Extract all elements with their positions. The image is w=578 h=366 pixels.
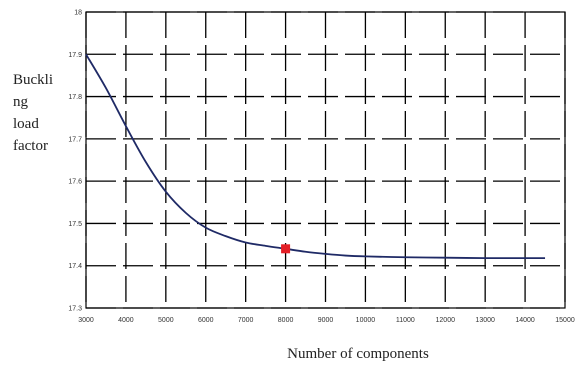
y-tick-label: 17.8 — [68, 94, 82, 101]
x-tick-label: 15000 — [555, 317, 575, 324]
x-tick-label: 9000 — [318, 317, 334, 324]
y-tick-label: 17.4 — [68, 263, 82, 270]
y-axis-ticks: 17.3 17.4 17.5 17.6 17.7 17.8 17.9 18 — [68, 10, 82, 313]
x-tick-label: 10000 — [356, 317, 376, 324]
x-tick-label: 7000 — [238, 317, 254, 324]
y-tick-label: 17.3 — [68, 306, 82, 313]
x-tick-label: 3000 — [78, 317, 94, 324]
x-axis-label: Number of components — [287, 346, 429, 362]
x-tick-label: 8000 — [278, 317, 294, 324]
y-tick-label: 17.6 — [68, 179, 82, 186]
x-axis-ticks: 3000 4000 5000 6000 7000 8000 9000 10000 11000 12… — [78, 317, 575, 324]
y-tick-label: 18 — [74, 10, 82, 17]
x-tick-label: 11000 — [396, 317, 415, 324]
series-line — [85, 53, 546, 260]
grid — [85, 11, 566, 309]
x-tick-label: 6000 — [198, 317, 214, 324]
y-axis-label-line: load — [13, 116, 39, 132]
plot-frame — [85, 11, 566, 309]
x-tick-label: 5000 — [158, 317, 174, 324]
y-tick-label: 17.9 — [68, 52, 82, 59]
highlight-point-marker — [281, 244, 291, 254]
y-axis-label-line: ng — [13, 94, 29, 110]
y-tick-label: 17.5 — [68, 221, 82, 228]
x-tick-label: 12000 — [436, 317, 456, 324]
y-axis-label-line: factor — [13, 138, 48, 154]
x-tick-label: 4000 — [118, 317, 134, 324]
x-tick-label: 13000 — [475, 317, 495, 324]
x-tick-label: 14000 — [515, 317, 535, 324]
y-axis-label-line: Buckli — [13, 72, 53, 88]
y-axis-label: Buckli ng load factor — [13, 72, 53, 154]
y-tick-label: 17.7 — [68, 136, 82, 143]
